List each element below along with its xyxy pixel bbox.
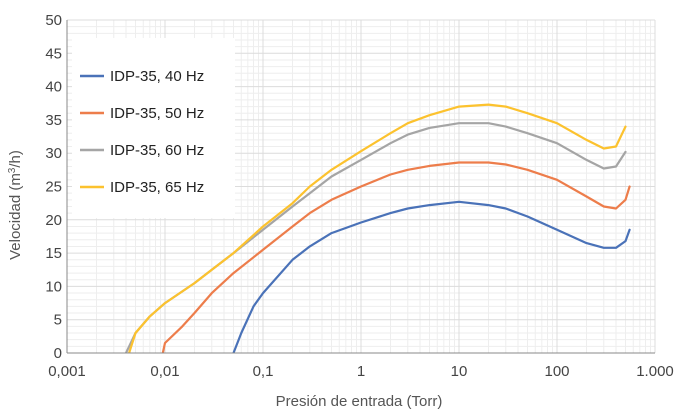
x-axis-title: Presión de entrada (Torr) [276, 393, 443, 410]
y-tick-label: 45 [45, 45, 62, 62]
y-axis-title-main: Velocidad (m [7, 173, 24, 260]
axes [66, 20, 655, 354]
y-tick-label: 10 [45, 278, 62, 295]
x-tick-label: 1 [357, 363, 365, 380]
y-tick-label: 20 [45, 212, 62, 229]
series-line-1 [232, 200, 631, 353]
y-axis-title-end: /h) [7, 150, 24, 168]
x-tick-label: 0,1 [253, 363, 274, 380]
legend-label-2: IDP-35, 50 Hz [110, 105, 204, 122]
x-tick-label: 100 [544, 363, 569, 380]
y-tick-label: 50 [45, 12, 62, 29]
y-tick-label: 35 [45, 112, 62, 129]
series-line-4 [128, 103, 627, 353]
y-tick-label: 5 [54, 312, 62, 329]
legend-label-1: IDP-35, 40 Hz [110, 68, 204, 85]
y-tick-labels: 0 5 10 15 20 25 30 35 40 45 50 [45, 12, 62, 362]
legend-label-4: IDP-35, 65 Hz [110, 179, 204, 196]
x-tick-label: 0,01 [150, 363, 179, 380]
y-axis-title-superscript: 3 [7, 167, 18, 173]
series-lines [124, 103, 631, 353]
x-tick-label: 10 [451, 363, 468, 380]
x-tick-label: 0,001 [48, 363, 86, 380]
legend-label-3: IDP-35, 60 Hz [110, 142, 204, 159]
y-tick-label: 30 [45, 145, 62, 162]
y-tick-label: 40 [45, 79, 62, 96]
x-tick-label: 1.000 [636, 363, 674, 380]
x-tick-labels: 0,001 0,01 0,1 1 10 100 1.000 [48, 363, 674, 380]
y-tick-label: 15 [45, 245, 62, 262]
y-tick-label: 0 [54, 345, 62, 362]
y-axis-title: Velocidad (m3/h) [7, 150, 25, 260]
y-tick-label: 25 [45, 179, 62, 196]
legend: IDP-35, 40 Hz IDP-35, 50 Hz IDP-35, 60 Hz I… [72, 38, 235, 218]
series-line-2 [161, 161, 631, 353]
